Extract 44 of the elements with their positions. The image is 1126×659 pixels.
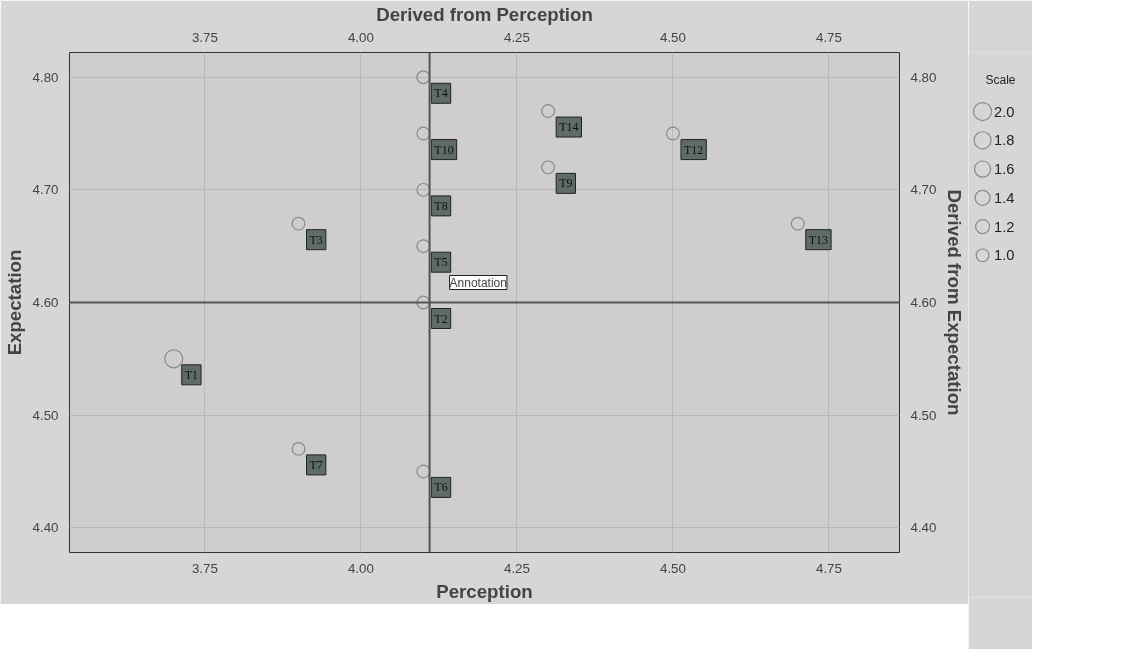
legend-label: 1.2 — [994, 218, 1015, 235]
y2-tick-label: 4.70 — [910, 182, 937, 198]
y2-tick-label: 4.40 — [910, 520, 937, 536]
data-label: T1 — [184, 367, 199, 382]
data-label: T10 — [434, 142, 454, 157]
x-axis-title: Perception — [436, 580, 533, 602]
x-tick-label: 4.75 — [816, 29, 842, 45]
data-label: T3 — [309, 232, 323, 247]
data-label: T9 — [559, 176, 573, 191]
x2-tick-label: 3.75 — [191, 560, 218, 576]
legend-label: 1.8 — [994, 132, 1015, 149]
data-label: T2 — [434, 311, 448, 326]
data-label: T4 — [434, 86, 448, 101]
y2-tick-label: 4.80 — [910, 69, 937, 85]
y2-axis-title: Derived from Expectation — [944, 189, 966, 416]
x2-tick-label: 4.75 — [816, 560, 842, 576]
data-label: T8 — [434, 198, 448, 213]
data-label: T6 — [434, 480, 448, 495]
y2-tick-label: 4.50 — [910, 407, 937, 423]
y-tick-label: 4.80 — [32, 69, 59, 85]
data-label: T14 — [559, 120, 579, 135]
x-tick-label: 4.00 — [347, 29, 374, 45]
x2-axis-title: Derived from Perception — [376, 3, 593, 25]
x-tick-label: 4.25 — [503, 29, 530, 45]
y-tick-label: 4.70 — [32, 182, 59, 198]
y-tick-label: 4.60 — [32, 295, 59, 310]
data-label: T13 — [808, 232, 829, 247]
y2-tick-label: 4.60 — [910, 295, 937, 310]
data-label: T5 — [434, 255, 448, 270]
legend-label: 1.6 — [994, 161, 1015, 178]
y-tick-label: 4.40 — [32, 520, 59, 536]
legend-label: 1.4 — [994, 189, 1015, 206]
x-tick-label: 4.50 — [660, 29, 686, 45]
legend-label: 2.0 — [994, 103, 1015, 120]
x2-tick-label: 4.25 — [503, 560, 530, 576]
x2-tick-label: 4.00 — [347, 560, 374, 576]
y-axis-title: Expectation — [3, 249, 25, 356]
legend-label: 1.0 — [994, 247, 1015, 264]
y-tick-label: 4.50 — [32, 407, 59, 423]
x2-tick-label: 4.50 — [660, 560, 686, 576]
data-label: T12 — [683, 142, 704, 157]
x-tick-label: 3.75 — [191, 29, 218, 45]
legend-title: Scale — [985, 72, 1016, 87]
data-label: T7 — [309, 457, 323, 472]
